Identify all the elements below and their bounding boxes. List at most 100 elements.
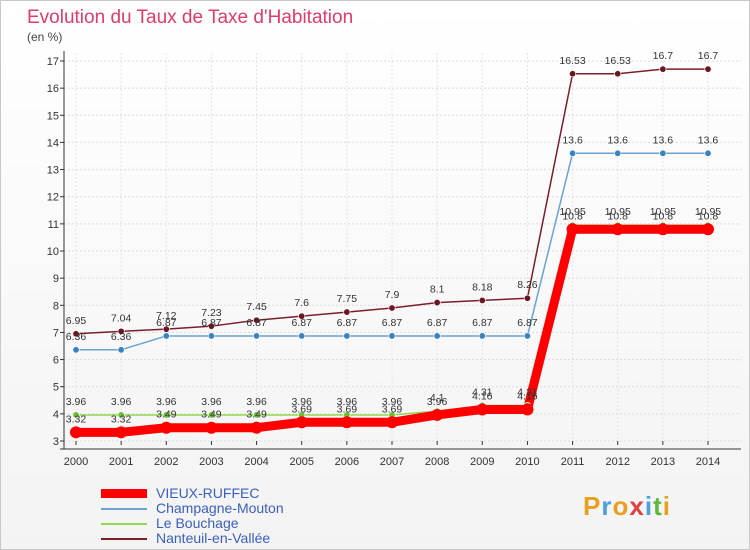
x-tick-label: 2008 — [425, 456, 449, 468]
data-label-nanteuil-en-vall-e: 7.9 — [385, 289, 400, 301]
data-point-nanteuil-en-vall-e — [569, 70, 577, 78]
y-tick-label: 10 — [47, 246, 59, 258]
data-label-champagne-mouton: 13.6 — [698, 134, 719, 146]
y-tick-label: 13 — [47, 165, 59, 177]
data-label-le-bouchage: 10.95 — [650, 206, 676, 218]
data-label-vieux-ruffec: 3.69 — [291, 403, 312, 415]
logo-letter: r — [601, 491, 613, 521]
legend-swatch — [101, 489, 147, 498]
data-label-vieux-ruffec: 4.16 — [472, 391, 493, 403]
y-tick-label: 7 — [53, 327, 59, 339]
data-label-nanteuil-en-vall-e: 8.1 — [430, 284, 445, 296]
data-label-le-bouchage: 3.96 — [291, 396, 312, 408]
x-tick-label: 2002 — [154, 456, 178, 468]
y-tick-label: 6 — [53, 355, 59, 367]
legend-item: VIEUX-RUFFEC — [101, 485, 461, 501]
data-point-nanteuil-en-vall-e — [343, 308, 351, 316]
data-point-vieux-ruffec — [70, 426, 82, 439]
data-point-nanteuil-en-vall-e — [659, 65, 667, 73]
data-label-vieux-ruffec: 10.8 — [653, 210, 674, 222]
legend-label: Champagne-Mouton — [156, 500, 284, 516]
data-point-nanteuil-en-vall-e — [614, 70, 622, 78]
data-label-vieux-ruffec: 3.49 — [201, 409, 222, 421]
x-tick-label: 2006 — [335, 456, 359, 468]
data-label-champagne-mouton: 6.87 — [382, 317, 403, 329]
data-point-vieux-ruffec — [476, 403, 489, 416]
data-label-vieux-ruffec: 3.69 — [382, 403, 403, 415]
data-label-champagne-mouton: 6.87 — [201, 317, 222, 329]
data-label-nanteuil-en-vall-e: 7.6 — [294, 297, 309, 309]
data-point-nanteuil-en-vall-e — [72, 330, 80, 338]
data-point-vieux-ruffec — [386, 416, 398, 429]
data-point-vieux-ruffec — [566, 223, 579, 236]
data-label-le-bouchage: 3.96 — [246, 396, 267, 408]
chart-subtitle: (en %) — [27, 30, 63, 44]
data-point-champagne-mouton — [388, 332, 396, 340]
data-point-le-bouchage — [162, 411, 170, 419]
data-label-le-bouchage: 4.31 — [517, 386, 538, 398]
data-point-vieux-ruffec — [611, 223, 624, 236]
proxiti-logo: Proxiti — [583, 491, 671, 522]
legend-label: Le Bouchage — [156, 515, 239, 531]
data-label-champagne-mouton: 6.87 — [427, 317, 448, 329]
data-point-le-bouchage — [253, 411, 261, 419]
x-tick-label: 2010 — [515, 456, 539, 468]
data-label-champagne-mouton: 13.6 — [562, 134, 583, 146]
legend-item: Champagne-Mouton — [101, 500, 461, 516]
x-tick-label: 2003 — [199, 456, 223, 468]
data-point-nanteuil-en-vall-e — [117, 327, 125, 335]
data-point-le-bouchage — [72, 411, 80, 419]
data-label-vieux-ruffec: 3.96 — [427, 396, 448, 408]
data-label-champagne-mouton: 6.87 — [156, 317, 177, 329]
data-label-nanteuil-en-vall-e: 16.7 — [698, 50, 719, 62]
x-tick-label: 2007 — [380, 456, 404, 468]
data-label-le-bouchage: 3.96 — [66, 396, 87, 408]
data-label-vieux-ruffec: 10.8 — [562, 210, 583, 222]
data-label-vieux-ruffec: 3.32 — [66, 413, 87, 425]
data-label-le-bouchage: 10.95 — [695, 206, 721, 218]
y-tick-label: 17 — [47, 56, 59, 68]
y-tick-label: 9 — [53, 273, 59, 285]
data-label-nanteuil-en-vall-e: 16.53 — [559, 55, 585, 67]
data-label-nanteuil-en-vall-e: 8.18 — [472, 281, 493, 293]
data-label-nanteuil-en-vall-e: 7.45 — [246, 301, 267, 313]
legend-swatch — [101, 538, 147, 540]
y-tick-label: 15 — [47, 110, 59, 122]
data-label-le-bouchage: 3.96 — [156, 396, 177, 408]
legend-item: Le Bouchage — [101, 515, 461, 531]
data-point-champagne-mouton — [704, 149, 712, 157]
data-point-champagne-mouton — [162, 332, 170, 340]
legend-label: Nanteuil-en-Vallée — [156, 530, 271, 546]
data-label-le-bouchage: 10.95 — [559, 206, 585, 218]
data-label-champagne-mouton: 6.87 — [472, 317, 493, 329]
x-tick-label: 2014 — [696, 456, 720, 468]
data-point-champagne-mouton — [72, 346, 80, 354]
data-point-vieux-ruffec — [205, 421, 218, 434]
data-label-nanteuil-en-vall-e: 7.75 — [337, 293, 358, 305]
data-point-nanteuil-en-vall-e — [433, 299, 441, 307]
data-label-champagne-mouton: 6.36 — [66, 331, 87, 343]
data-label-le-bouchage: 3.96 — [382, 396, 403, 408]
x-tick-label: 2001 — [109, 456, 133, 468]
x-tick-label: 2005 — [289, 456, 313, 468]
data-label-nanteuil-en-vall-e: 16.7 — [653, 50, 674, 62]
data-point-vieux-ruffec — [295, 416, 308, 429]
data-label-nanteuil-en-vall-e: 7.23 — [201, 307, 222, 319]
data-label-nanteuil-en-vall-e: 8.26 — [517, 279, 538, 291]
logo-letter: o — [612, 491, 630, 521]
logo-letter: t — [653, 491, 663, 521]
data-point-vieux-ruffec — [702, 223, 714, 236]
legend-label: VIEUX-RUFFEC — [156, 485, 260, 501]
data-label-vieux-ruffec: 3.32 — [111, 413, 132, 425]
legend-item: Nanteuil-en-Vallée — [101, 530, 461, 546]
data-point-vieux-ruffec — [160, 421, 173, 434]
chart-title: Evolution du Taux de Taxe d'Habitation — [27, 7, 354, 28]
legend-swatch — [101, 523, 147, 525]
data-label-vieux-ruffec: 10.8 — [607, 210, 628, 222]
data-point-vieux-ruffec — [340, 416, 353, 429]
data-label-le-bouchage: 10.95 — [605, 206, 631, 218]
data-point-nanteuil-en-vall-e — [704, 65, 712, 73]
data-point-champagne-mouton — [433, 332, 441, 340]
